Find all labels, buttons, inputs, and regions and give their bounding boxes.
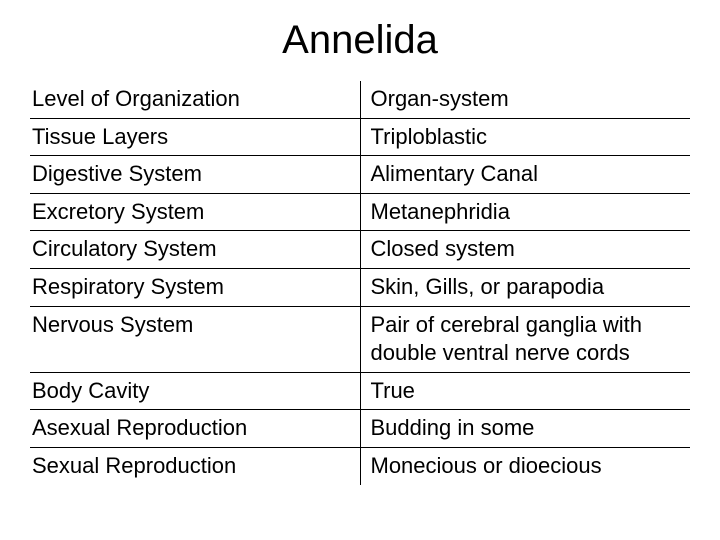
table-row: Circulatory System Closed system — [30, 231, 690, 269]
desc-cell: Monecious or dioecious — [360, 447, 690, 484]
attr-cell: Digestive System — [30, 156, 360, 194]
attr-cell: Asexual Reproduction — [30, 410, 360, 448]
desc-cell: Triploblastic — [360, 118, 690, 156]
attributes-table: Level of Organization Organ-system Tissu… — [30, 81, 690, 485]
table-row: Excretory System Metanephridia — [30, 193, 690, 231]
desc-cell: Organ-system — [360, 81, 690, 118]
attr-cell: Tissue Layers — [30, 118, 360, 156]
table-row: Sexual Reproduction Monecious or dioecio… — [30, 447, 690, 484]
attr-cell: Excretory System — [30, 193, 360, 231]
slide: Annelida Level of Organization Organ-sys… — [0, 0, 720, 540]
attr-cell: Nervous System — [30, 306, 360, 372]
table-row: Tissue Layers Triploblastic — [30, 118, 690, 156]
attr-cell: Circulatory System — [30, 231, 360, 269]
desc-cell: Skin, Gills, or parapodia — [360, 268, 690, 306]
table-row: Level of Organization Organ-system — [30, 81, 690, 118]
attr-cell: Level of Organization — [30, 81, 360, 118]
desc-cell: True — [360, 372, 690, 410]
desc-cell: Closed system — [360, 231, 690, 269]
table-row: Digestive System Alimentary Canal — [30, 156, 690, 194]
attr-cell: Respiratory System — [30, 268, 360, 306]
desc-cell: Pair of cerebral ganglia with double ven… — [360, 306, 690, 372]
table-row: Body Cavity True — [30, 372, 690, 410]
desc-cell: Alimentary Canal — [360, 156, 690, 194]
attr-cell: Body Cavity — [30, 372, 360, 410]
table-row: Nervous System Pair of cerebral ganglia … — [30, 306, 690, 372]
table-row: Respiratory System Skin, Gills, or parap… — [30, 268, 690, 306]
desc-cell: Budding in some — [360, 410, 690, 448]
table-row: Asexual Reproduction Budding in some — [30, 410, 690, 448]
page-title: Annelida — [30, 18, 690, 63]
desc-cell: Metanephridia — [360, 193, 690, 231]
attr-cell: Sexual Reproduction — [30, 447, 360, 484]
